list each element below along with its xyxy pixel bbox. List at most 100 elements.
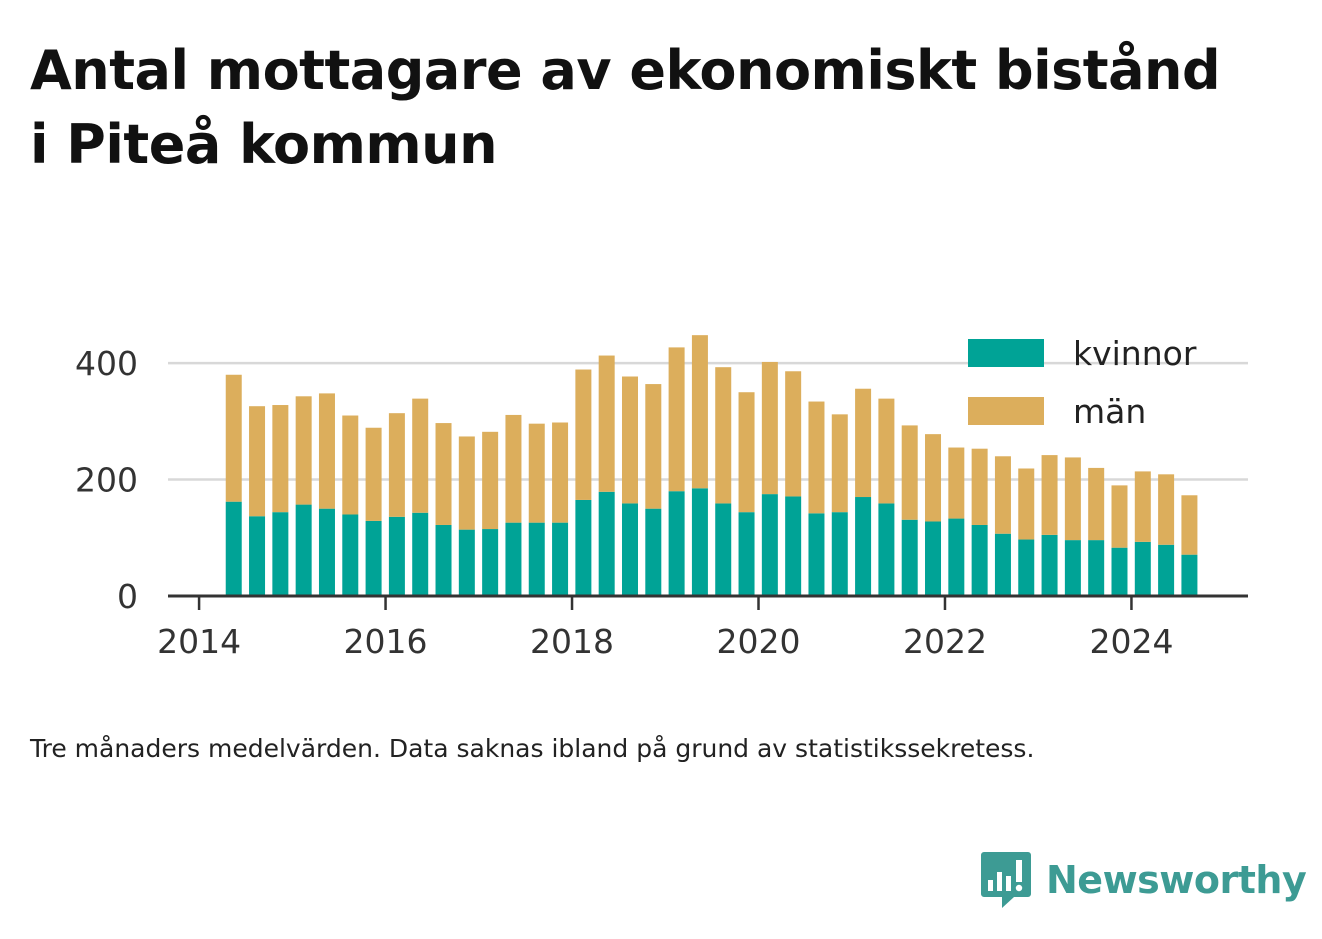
bar-man	[901, 425, 918, 520]
bar-man	[482, 431, 499, 530]
bar-man	[1088, 467, 1105, 541]
bar-kvinnor	[318, 508, 335, 596]
bar-kvinnor	[808, 513, 825, 596]
bar-kvinnor	[1134, 541, 1151, 596]
bar-kvinnor	[458, 529, 475, 596]
bar-man	[318, 393, 335, 509]
bar-man	[365, 427, 382, 521]
legend-swatch	[968, 397, 1044, 425]
bar-kvinnor	[482, 529, 499, 596]
x-tick-label: 2018	[530, 622, 614, 661]
bar-man	[1111, 485, 1128, 548]
bar-man	[668, 347, 685, 492]
x-tick-label: 2016	[344, 622, 428, 661]
bar-man	[878, 398, 895, 504]
bar-kvinnor	[855, 497, 872, 596]
bar-kvinnor	[761, 494, 778, 596]
bar-kvinnor	[668, 491, 685, 596]
bar-kvinnor	[225, 501, 242, 596]
bar-kvinnor	[552, 522, 569, 596]
bar-man	[691, 335, 708, 489]
bar-kvinnor	[691, 488, 708, 596]
bar-kvinnor	[1064, 540, 1081, 596]
bar-kvinnor	[435, 524, 452, 596]
bar-kvinnor	[342, 514, 359, 596]
bar-kvinnor	[1041, 534, 1058, 596]
bar-kvinnor	[598, 491, 615, 596]
bar-man	[505, 414, 522, 523]
bar-man	[1064, 457, 1081, 541]
bar-chart: 2014 2016 2018 2020 2022 2024 0 200 400 kvinnor…	[75, 334, 1248, 661]
bar-man	[738, 392, 755, 513]
bar-man	[621, 376, 638, 504]
bar-kvinnor	[925, 521, 942, 596]
bar-man	[412, 398, 429, 513]
bar-man	[1134, 471, 1151, 542]
bar-kvinnor	[715, 503, 732, 596]
x-tick-label: 2020	[717, 622, 801, 661]
bar-man	[528, 423, 545, 523]
bar-kvinnor	[831, 512, 848, 596]
y-tick-label: 200	[75, 461, 138, 500]
bar-man	[645, 384, 662, 509]
legend-label: kvinnor	[1073, 334, 1197, 373]
brand-name: Newsworthy	[1046, 858, 1307, 902]
bar-man	[225, 374, 242, 502]
bar-kvinnor	[412, 512, 429, 596]
bar-kvinnor	[1088, 540, 1105, 596]
bars	[225, 335, 1198, 596]
bar-kvinnor	[528, 522, 545, 596]
bar-man	[925, 434, 942, 522]
bar-man	[715, 367, 732, 504]
bar-kvinnor	[948, 518, 965, 596]
x-tick-label: 2014	[157, 622, 241, 661]
bar-kvinnor	[901, 519, 918, 596]
bar-kvinnor	[249, 516, 266, 596]
bar-kvinnor	[575, 499, 592, 596]
bar-kvinnor	[1158, 544, 1175, 596]
bar-man	[342, 415, 359, 515]
bar-man	[1041, 455, 1058, 535]
bar-man	[458, 436, 475, 530]
bar-kvinnor	[971, 524, 988, 596]
bar-man	[948, 447, 965, 519]
bar-man	[785, 371, 802, 497]
bar-man	[1018, 468, 1035, 540]
bar-kvinnor	[1181, 554, 1198, 596]
bar-man	[575, 369, 592, 500]
y-tick-label: 400	[75, 344, 138, 383]
y-axis: 0 200 400	[75, 344, 138, 616]
bar-kvinnor	[388, 516, 405, 596]
chart-title: Antal mottagare av ekonomiskt bistånd i …	[30, 39, 1221, 176]
bar-man	[249, 406, 266, 517]
bar-man	[1181, 495, 1198, 555]
chart-caption: Tre månaders medelvärden. Data saknas ib…	[30, 734, 1035, 763]
bar-man	[808, 401, 825, 514]
bar-man	[761, 361, 778, 495]
x-tick-label: 2024	[1089, 622, 1173, 661]
brand-logo: Newsworthy	[980, 850, 1307, 910]
legend-label: män	[1073, 392, 1146, 431]
bar-kvinnor	[645, 508, 662, 596]
bar-kvinnor	[621, 503, 638, 596]
bar-kvinnor	[1018, 539, 1035, 596]
bar-man	[598, 355, 615, 492]
bar-man	[272, 405, 289, 513]
bar-kvinnor	[785, 496, 802, 596]
bar-kvinnor	[878, 503, 895, 596]
bar-kvinnor	[365, 520, 382, 596]
y-tick-label: 0	[117, 577, 138, 616]
legend-swatch	[968, 339, 1044, 367]
bar-man	[435, 423, 452, 525]
bar-man	[295, 396, 312, 505]
newsworthy-logo-icon	[981, 852, 1031, 908]
bar-kvinnor	[738, 512, 755, 596]
legend: kvinnor män	[968, 334, 1197, 431]
x-axis: 2014 2016 2018 2020 2022 2024	[157, 594, 1248, 661]
bar-kvinnor	[505, 522, 522, 596]
bar-man	[831, 414, 848, 513]
bar-man	[552, 422, 569, 523]
bar-man	[994, 456, 1011, 534]
bar-man	[855, 388, 872, 498]
bar-kvinnor	[295, 504, 312, 596]
